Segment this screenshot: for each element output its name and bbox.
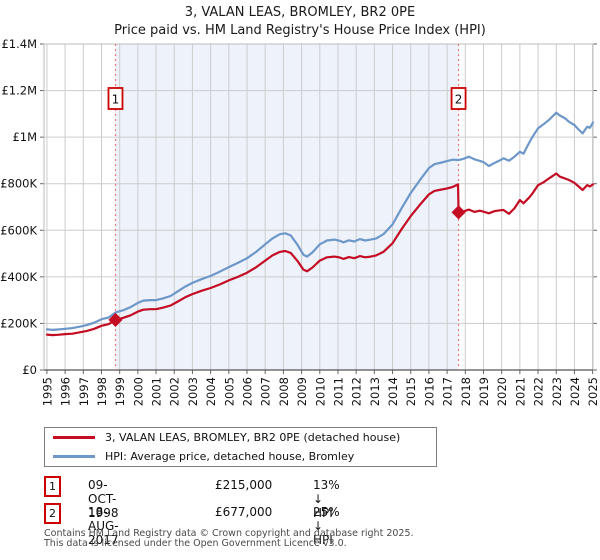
x-tick-label: 2002 [168,377,182,406]
x-tick-label: 2010 [313,377,327,406]
sale-1-number-box: 1 [44,476,61,497]
footer-copyright: Contains HM Land Registry data © Crown c… [44,528,414,539]
sale-2-flag-box [450,87,467,110]
sale-2-hpi-delta: 25% ↓ HPI [313,505,340,547]
legend-row-hpi: HPI: Average price, detached house, Brom… [45,448,436,465]
x-tick-label: 2023 [550,377,564,406]
legend-label-hpi: HPI: Average price, detached house, Brom… [105,449,355,463]
x-tick-label: 2025 [586,377,600,406]
y-tick-label: £200K [0,316,37,330]
x-tick-label: 2008 [277,377,291,406]
x-tick-label: 2016 [422,377,436,406]
x-tick-label: 1995 [40,377,54,406]
x-tick-label: 2006 [241,377,255,406]
sale-1-hpi-delta: 13% ↓ HPI [313,478,340,520]
x-tick-label: 1996 [59,377,73,406]
x-tick-label: 1999 [113,377,127,406]
x-tick-label: 2019 [477,377,491,406]
x-tick-label: 1997 [77,377,91,406]
y-tick-label: £1M [12,130,37,144]
page-title: 3, VALAN LEAS, BROMLEY, BR2 0PE [184,5,416,20]
sale-1-flag-box [107,87,124,110]
sale-2-number-box: 2 [44,503,61,524]
sale-1-marker [108,312,123,328]
sale-2-flag-number: 2 [455,93,463,107]
x-tick-label: 2009 [295,377,309,406]
x-tick-label: 2007 [259,377,273,406]
sale-2-price: £677,000 [215,505,273,519]
chart-legend: 3, VALAN LEAS, BROMLEY, BR2 0PE (detache… [44,427,437,467]
x-tick-label: 2017 [441,377,455,406]
x-tick-label: 2014 [386,377,400,406]
legend-row-property: 3, VALAN LEAS, BROMLEY, BR2 0PE (detache… [45,429,436,446]
sale-1-flag-number: 1 [112,93,120,107]
x-tick-label: 2015 [404,377,418,406]
x-tick-label: 2012 [350,377,364,406]
legend-label-property: 3, VALAN LEAS, BROMLEY, BR2 0PE (detache… [105,431,401,445]
hpi-line [45,111,595,331]
sale-2-date: 18-AUG-2017 [88,505,119,547]
y-tick-label: £1.4M [1,37,37,51]
x-tick-label: 1998 [95,377,109,406]
sale-1-date: 09-OCT-1998 [88,478,119,520]
x-tick-label: 2011 [331,377,345,406]
x-tick-label: 2022 [532,377,546,406]
x-tick-label: 2000 [131,377,145,406]
y-tick-label: £600K [0,223,37,237]
y-tick-label: £1.2M [1,84,37,98]
price-chart: £0 £200K £400K £600K £800K £1M £1.2M £1.4M 1995 1… [0,37,600,406]
x-tick-label: 2018 [459,377,473,406]
x-tick-label: 2020 [495,377,509,406]
y-tick-label: £400K [0,270,37,284]
sale-1-price: £215,000 [215,478,273,492]
x-tick-label: 2013 [368,377,382,406]
y-tick-label: £0 [22,363,37,377]
x-tick-label: 2021 [513,377,527,406]
hpi-line-swatch [53,454,95,458]
y-tick-label: £800K [0,177,37,191]
page-subtitle: Price paid vs. HM Land Registry's House … [114,23,486,38]
x-tick-label: 2001 [150,377,164,406]
x-tick-label: 2005 [222,377,236,406]
sale-2-marker [451,205,466,220]
footer-licence: This data is licensed under the Open Gov… [44,538,347,549]
x-tick-label: 2024 [568,377,582,406]
property-price-line [45,172,595,337]
property-line-swatch [53,436,95,440]
x-tick-label: 2004 [204,377,218,406]
ownership-band [115,44,459,370]
x-tick-label: 2003 [186,377,200,406]
